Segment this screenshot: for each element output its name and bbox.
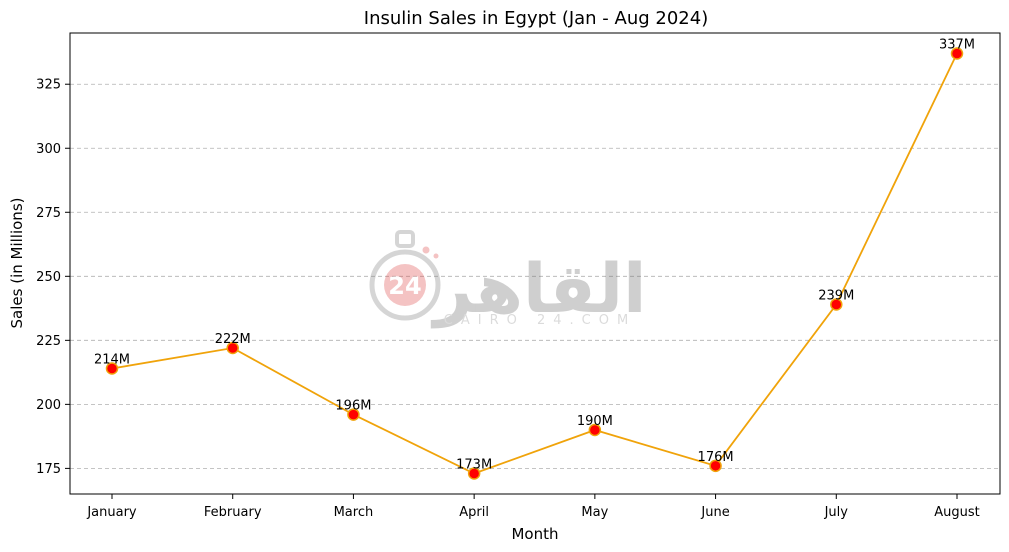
data-label: 176M <box>698 450 734 465</box>
data-label: 214M <box>94 353 130 368</box>
data-label: 222M <box>215 332 251 347</box>
y-tick-label: 325 <box>36 78 61 93</box>
data-label: 196M <box>335 399 371 414</box>
x-tick-label: June <box>700 505 729 520</box>
series-line <box>111 53 958 475</box>
stopwatch-icon <box>369 249 441 321</box>
data-label: 337M <box>939 37 975 52</box>
data-labels: 214M 222M 196M 173M 190M 176M 239M 337M <box>94 37 975 472</box>
y-tick-label: 275 <box>36 206 61 221</box>
cairo24-watermark: 24 القاهر CAIRO 24.COM <box>369 230 647 329</box>
data-point <box>347 408 360 421</box>
x-tick-label: February <box>204 505 262 520</box>
data-label: 190M <box>577 414 613 429</box>
x-tick-label: January <box>86 505 137 520</box>
data-point <box>709 459 722 473</box>
y-tick-label: 250 <box>36 270 61 285</box>
x-tick-label: July <box>824 505 849 520</box>
watermark-badge: 24 <box>388 272 421 300</box>
data-point <box>830 298 843 311</box>
x-axis-title: Month <box>511 525 558 543</box>
data-point <box>467 467 481 480</box>
y-tick-label: 200 <box>36 398 61 413</box>
x-tick-label: May <box>581 505 608 520</box>
watermark-latin: CAIRO 24.COM <box>444 313 636 328</box>
axes <box>69 32 1001 495</box>
y-axis-title: Sales (in Millions) <box>8 198 26 329</box>
data-point <box>226 341 239 355</box>
data-label: 239M <box>818 288 854 303</box>
y-axis-ticks: 175 200 225 250 275 300 325 <box>36 78 70 477</box>
x-tick-label: March <box>334 505 374 520</box>
x-axis-ticks: January February March April May June July Augu… <box>86 494 980 520</box>
chart-title: Insulin Sales in Egypt (Jan - Aug 2024) <box>364 8 708 29</box>
data-label: 173M <box>456 458 492 473</box>
y-tick-label: 175 <box>36 462 61 477</box>
data-point <box>588 423 602 437</box>
plot-frame <box>69 32 1001 495</box>
grid-lines <box>70 83 1000 469</box>
y-tick-label: 225 <box>36 334 61 349</box>
y-tick-label: 300 <box>36 142 61 157</box>
data-point <box>950 47 964 60</box>
sales-series <box>105 47 964 480</box>
data-point <box>105 362 119 375</box>
watermark-arabic: القاهر <box>431 250 647 329</box>
x-tick-label: August <box>934 505 980 520</box>
x-tick-label: April <box>459 505 489 520</box>
